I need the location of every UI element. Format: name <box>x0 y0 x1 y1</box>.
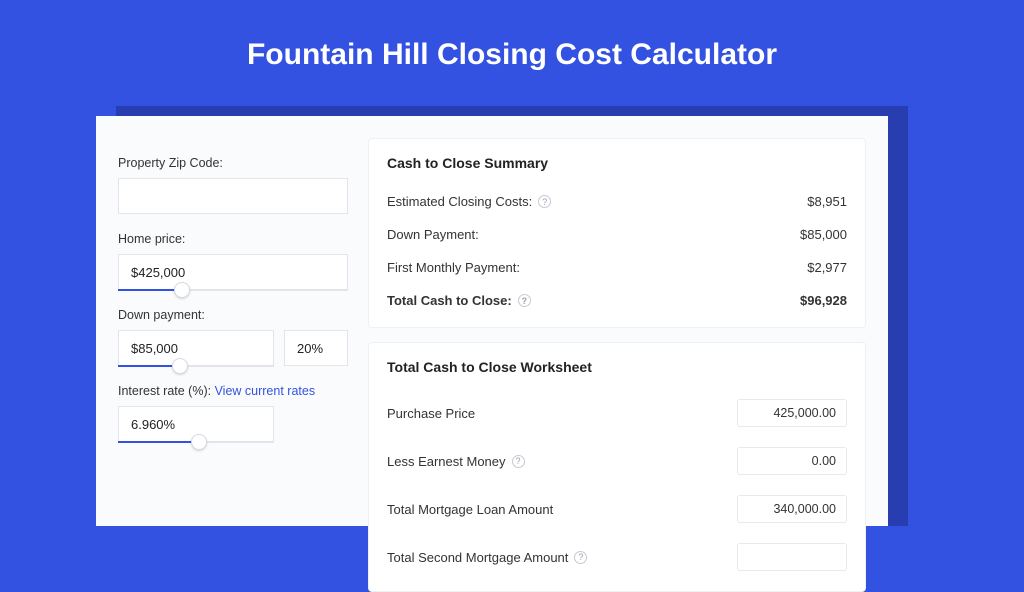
home-price-input[interactable] <box>118 254 348 290</box>
summary-row-value: $96,928 <box>800 293 847 308</box>
down-payment-field: Down payment: <box>118 308 348 366</box>
home-price-label: Home price: <box>118 232 348 246</box>
help-icon[interactable]: ? <box>538 195 551 208</box>
worksheet-row: Purchase Price <box>387 389 847 437</box>
worksheet-row: Less Earnest Money? <box>387 437 847 485</box>
zip-label: Property Zip Code: <box>118 156 348 170</box>
worksheet-row-label-text: Total Mortgage Loan Amount <box>387 502 553 517</box>
home-price-slider-thumb[interactable] <box>174 282 190 298</box>
summary-title: Cash to Close Summary <box>387 155 847 171</box>
summary-row-value: $2,977 <box>807 260 847 275</box>
calculator-card: Property Zip Code: Home price: Down paym… <box>96 116 888 526</box>
worksheet-row-label-text: Total Second Mortgage Amount <box>387 550 568 565</box>
worksheet-row-label: Total Second Mortgage Amount? <box>387 550 587 565</box>
zip-input[interactable] <box>118 178 348 214</box>
summary-row-label-text: Estimated Closing Costs: <box>387 194 532 209</box>
worksheet-rows: Purchase Price Less Earnest Money? Total M… <box>387 389 847 581</box>
worksheet-row-label: Total Mortgage Loan Amount <box>387 502 553 517</box>
down-payment-percent-input[interactable] <box>284 330 348 366</box>
interest-rate-slider-thumb[interactable] <box>191 434 207 450</box>
summary-row-label-text: First Monthly Payment: <box>387 260 520 275</box>
interest-rate-slider-fill <box>118 441 199 443</box>
help-icon[interactable]: ? <box>518 294 531 307</box>
worksheet-row-input[interactable] <box>737 543 847 571</box>
summary-row-label: First Monthly Payment: <box>387 260 520 275</box>
help-icon[interactable]: ? <box>574 551 587 564</box>
worksheet-row-input[interactable] <box>737 399 847 427</box>
down-payment-slider-fill <box>118 365 180 367</box>
results-column: Cash to Close Summary Estimated Closing … <box>368 138 866 526</box>
interest-rate-field: Interest rate (%): View current rates <box>118 384 348 442</box>
worksheet-title: Total Cash to Close Worksheet <box>387 359 847 375</box>
summary-row: Total Cash to Close:? $96,928 <box>387 284 847 317</box>
summary-row: First Monthly Payment: $2,977 <box>387 251 847 284</box>
summary-panel: Cash to Close Summary Estimated Closing … <box>368 138 866 328</box>
view-rates-link[interactable]: View current rates <box>215 384 316 398</box>
summary-rows: Estimated Closing Costs:? $8,951 Down Paym… <box>387 185 847 317</box>
summary-row-label: Estimated Closing Costs:? <box>387 194 551 209</box>
worksheet-row: Total Second Mortgage Amount? <box>387 533 847 581</box>
down-payment-label: Down payment: <box>118 308 348 322</box>
summary-row-label-text: Total Cash to Close: <box>387 293 512 308</box>
worksheet-row-label: Purchase Price <box>387 406 475 421</box>
summary-row: Estimated Closing Costs:? $8,951 <box>387 185 847 218</box>
interest-rate-input-wrap <box>118 406 274 442</box>
zip-field: Property Zip Code: <box>118 156 348 214</box>
summary-row-value: $8,951 <box>807 194 847 209</box>
home-price-slider-fill <box>118 289 182 291</box>
summary-row: Down Payment: $85,000 <box>387 218 847 251</box>
summary-row-label-text: Down Payment: <box>387 227 479 242</box>
page-title: Fountain Hill Closing Cost Calculator <box>0 0 1024 100</box>
down-payment-amount-input[interactable] <box>118 330 274 366</box>
inputs-column: Property Zip Code: Home price: Down paym… <box>118 138 348 526</box>
worksheet-panel: Total Cash to Close Worksheet Purchase P… <box>368 342 866 592</box>
summary-row-value: $85,000 <box>800 227 847 242</box>
summary-row-label: Total Cash to Close:? <box>387 293 531 308</box>
down-payment-slider-thumb[interactable] <box>172 358 188 374</box>
worksheet-row-label: Less Earnest Money? <box>387 454 525 469</box>
worksheet-row-label-text: Less Earnest Money <box>387 454 506 469</box>
help-icon[interactable]: ? <box>512 455 525 468</box>
home-price-field: Home price: <box>118 232 348 290</box>
worksheet-row-input[interactable] <box>737 447 847 475</box>
worksheet-row-input[interactable] <box>737 495 847 523</box>
interest-rate-label: Interest rate (%): View current rates <box>118 384 348 398</box>
worksheet-row-label-text: Purchase Price <box>387 406 475 421</box>
interest-rate-label-text: Interest rate (%): <box>118 384 215 398</box>
down-payment-amount-wrap <box>118 330 274 366</box>
worksheet-row: Total Mortgage Loan Amount <box>387 485 847 533</box>
home-price-input-wrap <box>118 254 348 290</box>
summary-row-label: Down Payment: <box>387 227 479 242</box>
